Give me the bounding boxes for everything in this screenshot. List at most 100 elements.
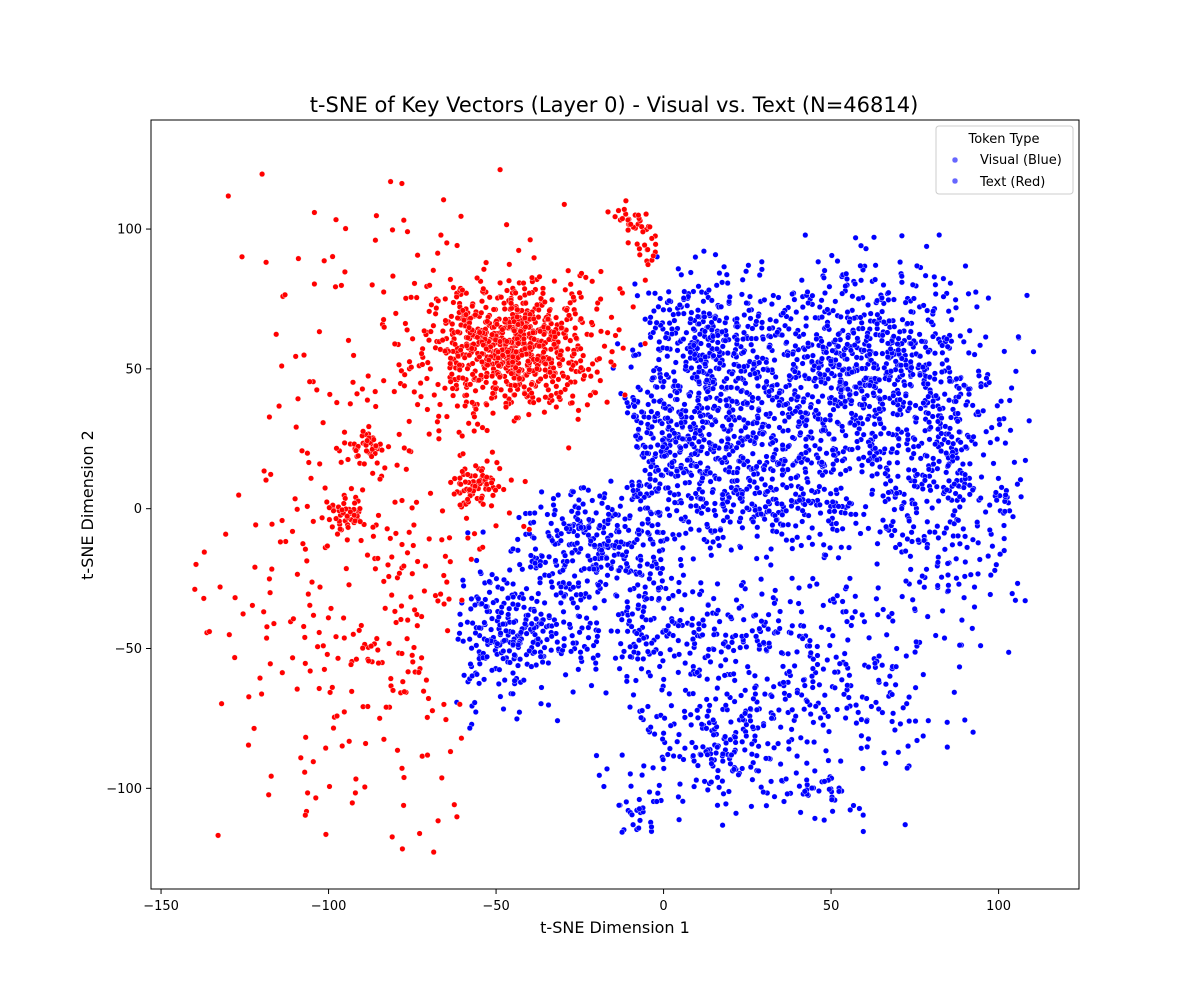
scatter-point bbox=[925, 348, 932, 355]
scatter-point bbox=[624, 598, 631, 605]
scatter-point bbox=[742, 380, 749, 387]
scatter-point bbox=[392, 310, 399, 317]
scatter-point bbox=[335, 655, 342, 662]
scatter-point bbox=[688, 721, 695, 728]
scatter-point bbox=[926, 529, 933, 536]
scatter-point bbox=[746, 307, 753, 314]
scatter-point bbox=[671, 491, 678, 498]
scatter-point bbox=[644, 505, 651, 512]
scatter-point bbox=[678, 562, 685, 569]
scatter-point bbox=[370, 533, 377, 540]
scatter-point bbox=[946, 477, 953, 484]
scatter-point bbox=[758, 324, 765, 331]
scatter-point bbox=[764, 740, 771, 747]
scatter-point bbox=[474, 275, 481, 282]
scatter-point bbox=[970, 433, 977, 440]
scatter-point bbox=[346, 581, 353, 588]
scatter-point bbox=[911, 478, 918, 485]
scatter-point bbox=[885, 289, 892, 296]
scatter-point bbox=[544, 636, 551, 643]
scatter-point bbox=[748, 741, 755, 748]
scatter-point bbox=[509, 690, 516, 697]
scatter-point bbox=[672, 452, 679, 459]
scatter-point bbox=[345, 524, 352, 531]
scatter-point bbox=[890, 333, 897, 340]
scatter-point bbox=[462, 402, 469, 409]
scatter-point bbox=[905, 743, 912, 750]
scatter-point bbox=[872, 660, 879, 667]
scatter-point bbox=[730, 647, 737, 654]
scatter-point bbox=[769, 476, 776, 483]
scatter-point bbox=[798, 485, 805, 492]
scatter-point bbox=[941, 391, 948, 398]
scatter-point bbox=[884, 329, 891, 336]
scatter-point bbox=[707, 545, 714, 552]
scatter-point bbox=[696, 427, 703, 434]
scatter-point bbox=[733, 597, 740, 604]
scatter-point bbox=[261, 468, 268, 475]
scatter-point bbox=[664, 415, 671, 422]
scatter-point bbox=[419, 753, 426, 760]
scatter-point bbox=[411, 280, 418, 287]
scatter-point bbox=[742, 687, 749, 694]
scatter-point bbox=[691, 629, 698, 636]
scatter-point bbox=[480, 529, 487, 536]
scatter-point bbox=[681, 591, 688, 598]
scatter-point bbox=[911, 436, 918, 443]
scatter-point bbox=[760, 366, 767, 373]
scatter-point bbox=[1008, 385, 1015, 392]
scatter-point bbox=[409, 570, 416, 577]
scatter-point bbox=[545, 336, 552, 343]
scatter-point bbox=[785, 738, 792, 745]
scatter-point bbox=[752, 691, 759, 698]
scatter-point bbox=[604, 504, 611, 511]
scatter-point bbox=[472, 602, 479, 609]
scatter-point bbox=[460, 450, 467, 457]
scatter-point bbox=[897, 396, 904, 403]
scatter-point bbox=[574, 604, 581, 611]
scatter-point bbox=[245, 693, 252, 700]
scatter-point bbox=[413, 294, 420, 301]
scatter-point bbox=[496, 374, 503, 381]
scatter-point bbox=[889, 445, 896, 452]
scatter-point bbox=[799, 635, 806, 642]
scatter-point bbox=[374, 555, 381, 562]
scatter-point bbox=[362, 740, 369, 747]
scatter-point bbox=[664, 506, 671, 513]
scatter-point bbox=[489, 373, 496, 380]
scatter-point bbox=[350, 631, 357, 638]
scatter-point bbox=[743, 268, 750, 275]
scatter-point bbox=[449, 321, 456, 328]
scatter-point bbox=[582, 508, 589, 515]
scatter-point bbox=[890, 392, 897, 399]
scatter-point bbox=[273, 331, 280, 338]
scatter-point bbox=[292, 495, 299, 502]
scatter-point bbox=[705, 287, 712, 294]
scatter-point bbox=[538, 620, 545, 627]
scatter-point bbox=[634, 292, 641, 299]
scatter-point bbox=[763, 554, 770, 561]
scatter-point bbox=[493, 575, 500, 582]
scatter-point bbox=[779, 511, 786, 518]
scatter-point bbox=[567, 337, 574, 344]
scatter-point bbox=[605, 517, 612, 524]
scatter-point bbox=[719, 751, 726, 758]
scatter-point bbox=[575, 407, 582, 414]
scatter-point bbox=[816, 445, 823, 452]
scatter-point bbox=[761, 296, 768, 303]
scatter-point bbox=[638, 223, 645, 230]
scatter-point bbox=[663, 536, 670, 543]
scatter-point bbox=[398, 367, 405, 374]
scatter-point bbox=[503, 378, 510, 385]
scatter-point bbox=[480, 501, 487, 508]
scatter-point bbox=[368, 453, 375, 460]
scatter-point bbox=[678, 419, 685, 426]
scatter-point bbox=[532, 631, 539, 638]
scatter-point bbox=[955, 532, 962, 539]
scatter-point bbox=[659, 736, 666, 743]
scatter-point bbox=[850, 329, 857, 336]
scatter-point bbox=[713, 750, 720, 757]
scatter-point bbox=[925, 393, 932, 400]
scatter-point bbox=[447, 479, 454, 486]
scatter-point bbox=[497, 338, 504, 345]
